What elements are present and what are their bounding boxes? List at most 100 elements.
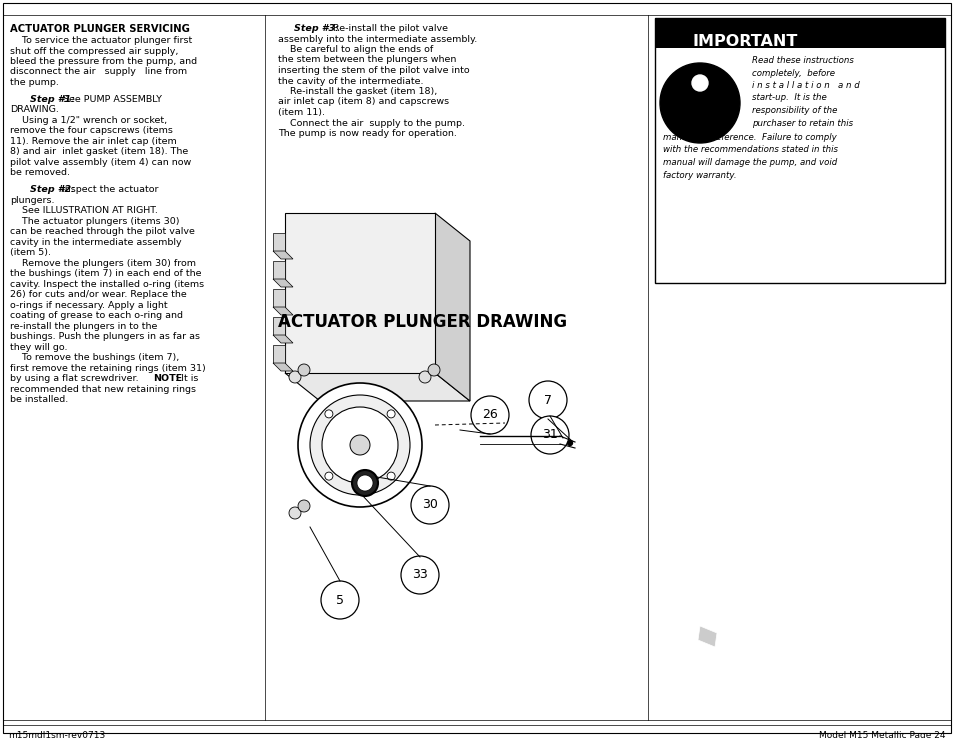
Circle shape (387, 472, 395, 480)
Text: o-rings if necessary. Apply a light: o-rings if necessary. Apply a light (10, 300, 168, 310)
Text: DRAWING.: DRAWING. (10, 106, 59, 114)
Text: 31: 31 (541, 429, 558, 441)
Text: the stem between the plungers when: the stem between the plungers when (277, 55, 456, 64)
Polygon shape (273, 279, 293, 287)
Polygon shape (273, 345, 285, 363)
Text: cavity. Inspect the installed o-ring (items: cavity. Inspect the installed o-ring (it… (10, 280, 204, 289)
Polygon shape (273, 307, 293, 315)
Bar (655, 18, 944, 48)
Circle shape (297, 364, 310, 376)
Text: Model M15 Metallic Page 24: Model M15 Metallic Page 24 (819, 731, 945, 738)
Circle shape (418, 507, 431, 519)
Text: 26) for cuts and/or wear. Replace the: 26) for cuts and/or wear. Replace the (10, 290, 187, 299)
Text: The pump is now ready for operation.: The pump is now ready for operation. (277, 129, 456, 138)
Circle shape (289, 371, 301, 383)
Circle shape (325, 472, 333, 480)
Text: ACTUATOR PLUNGER SERVICING: ACTUATOR PLUNGER SERVICING (10, 24, 190, 34)
Text: disconnect the air   supply   line from: disconnect the air supply line from (10, 67, 187, 77)
Polygon shape (273, 317, 285, 335)
Text: re-install the plungers in to the: re-install the plungers in to the (10, 322, 157, 331)
Text: manual for reference.  Failure to comply: manual for reference. Failure to comply (662, 133, 836, 142)
Text: See ILLUSTRATION AT RIGHT.: See ILLUSTRATION AT RIGHT. (10, 206, 157, 215)
Circle shape (529, 381, 566, 419)
Text: Connect the air  supply to the pump.: Connect the air supply to the pump. (277, 119, 464, 128)
Text: To remove the bushings (item 7),: To remove the bushings (item 7), (10, 353, 179, 362)
Text: (item 5).: (item 5). (10, 248, 51, 257)
Circle shape (691, 75, 707, 91)
Text: with the recommendations stated in this: with the recommendations stated in this (662, 145, 837, 154)
Text: be installed.: be installed. (10, 395, 69, 404)
Circle shape (320, 581, 358, 619)
Text: Using a 1/2" wrench or socket,: Using a 1/2" wrench or socket, (10, 116, 167, 125)
Bar (655, 18, 944, 283)
Text: shut off the compressed air supply,: shut off the compressed air supply, (10, 46, 178, 55)
Text: can be reached through the pilot valve: can be reached through the pilot valve (10, 227, 194, 236)
Circle shape (322, 407, 397, 483)
Text: the pump.: the pump. (10, 78, 59, 87)
Text: cavity in the intermediate assembly: cavity in the intermediate assembly (10, 238, 181, 246)
Text: 33: 33 (412, 568, 428, 582)
Text: pilot valve assembly (item 4) can now: pilot valve assembly (item 4) can now (10, 158, 191, 167)
Text: The actuator plungers (items 30): The actuator plungers (items 30) (10, 216, 179, 226)
Circle shape (562, 438, 567, 443)
Text: the bushings (item 7) in each end of the: the bushings (item 7) in each end of the (10, 269, 201, 278)
Text: Be careful to align the ends of: Be careful to align the ends of (277, 45, 433, 54)
Circle shape (428, 364, 439, 376)
Text: 11). Remove the air inlet cap (item: 11). Remove the air inlet cap (item (10, 137, 176, 146)
Text: responsibility of the: responsibility of the (751, 106, 837, 115)
Text: Read these instructions: Read these instructions (751, 56, 853, 65)
Text: 26: 26 (481, 409, 497, 421)
Text: by using a flat screwdriver.: by using a flat screwdriver. (10, 374, 141, 383)
Circle shape (659, 63, 740, 143)
Text: (item 11).: (item 11). (277, 108, 325, 117)
Text: ACTUATOR PLUNGER DRAWING: ACTUATOR PLUNGER DRAWING (277, 313, 566, 331)
Text: inserting the stem of the pilot valve into: inserting the stem of the pilot valve in… (277, 66, 469, 75)
Circle shape (289, 507, 301, 519)
Circle shape (356, 475, 373, 491)
Text: bushings. Push the plungers in as far as: bushings. Push the plungers in as far as (10, 332, 200, 341)
Text: air inlet cap (item 8) and capscrews: air inlet cap (item 8) and capscrews (277, 97, 449, 106)
Text: the cavity of the intermediate.: the cavity of the intermediate. (277, 77, 423, 86)
Circle shape (471, 396, 509, 434)
Polygon shape (273, 289, 285, 307)
Text: 30: 30 (421, 498, 437, 511)
Text: Step #1:: Step #1: (30, 94, 74, 104)
Text: be removed.: be removed. (10, 168, 70, 177)
Text: factory warranty.: factory warranty. (662, 170, 736, 179)
Text: Remove the plungers (item 30) from: Remove the plungers (item 30) from (10, 258, 195, 268)
Polygon shape (273, 251, 293, 259)
Text: IMPORTANT: IMPORTANT (692, 33, 798, 49)
Text: remove the four capscrews (items: remove the four capscrews (items (10, 126, 172, 135)
Text: To service the actuator plunger first: To service the actuator plunger first (10, 36, 193, 45)
Text: first remove the retaining rings (item 31): first remove the retaining rings (item 3… (10, 364, 206, 373)
Circle shape (297, 500, 310, 512)
Text: they will go.: they will go. (10, 342, 68, 351)
Text: Step #2:: Step #2: (30, 185, 74, 194)
Text: m15mdl1sm-rev0713: m15mdl1sm-rev0713 (8, 731, 105, 738)
Text: Re-install the gasket (item 18),: Re-install the gasket (item 18), (277, 87, 436, 96)
Text: Re-install the pilot valve: Re-install the pilot valve (327, 24, 448, 33)
Text: 7: 7 (543, 393, 552, 407)
Polygon shape (273, 363, 293, 371)
Text: bleed the pressure from the pump, and: bleed the pressure from the pump, and (10, 57, 197, 66)
Polygon shape (273, 335, 293, 343)
Circle shape (567, 441, 572, 446)
Circle shape (531, 416, 568, 454)
Circle shape (297, 383, 421, 507)
Circle shape (400, 556, 438, 594)
Text: assembly into the intermediate assembly.: assembly into the intermediate assembly. (277, 35, 476, 44)
Circle shape (387, 410, 395, 418)
Circle shape (418, 371, 431, 383)
Polygon shape (663, 694, 685, 711)
Polygon shape (435, 213, 470, 401)
Circle shape (428, 500, 439, 512)
Text: 5: 5 (335, 593, 344, 607)
Text: coating of grease to each o-ring and: coating of grease to each o-ring and (10, 311, 183, 320)
Circle shape (352, 470, 377, 496)
Text: NOTE: NOTE (152, 374, 182, 383)
Circle shape (325, 410, 333, 418)
Text: 8) and air  inlet gasket (item 18). The: 8) and air inlet gasket (item 18). The (10, 148, 188, 156)
Text: start-up.  It is the: start-up. It is the (751, 94, 826, 103)
Text: : It is: : It is (174, 374, 198, 383)
Text: completely,  before: completely, before (751, 69, 834, 77)
